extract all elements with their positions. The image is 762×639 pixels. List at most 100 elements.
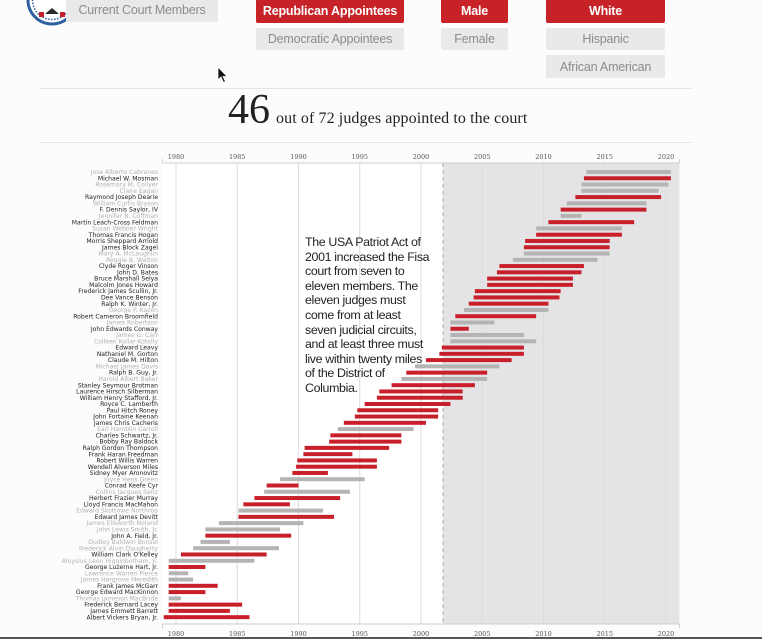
judge-tenure-bar[interactable]	[200, 539, 230, 544]
judge-tenure-bar[interactable]	[243, 502, 290, 507]
judge-tenure-bar[interactable]	[391, 383, 475, 388]
judge-tenure-bar[interactable]	[254, 496, 341, 501]
judge-name-label: George Edward MacKinnon	[76, 589, 158, 596]
judge-tenure-bar[interactable]	[168, 602, 243, 607]
judge-tenure-bar[interactable]	[343, 420, 426, 425]
judge-tenure-bar[interactable]	[238, 514, 335, 519]
judge-tenure-bar[interactable]	[581, 188, 659, 193]
annotation-line: seven judicial circuits,	[305, 322, 417, 337]
judge-tenure-bar[interactable]	[499, 264, 584, 269]
judge-tenure-bar[interactable]	[474, 289, 561, 294]
judge-tenure-bar[interactable]	[581, 182, 669, 187]
judge-tenure-bar[interactable]	[193, 546, 279, 551]
judge-tenure-bar[interactable]	[536, 226, 622, 231]
x-tick-label-bottom: 2000	[413, 630, 430, 638]
judge-tenure-bar[interactable]	[296, 464, 377, 469]
judge-tenure-bar[interactable]	[303, 452, 353, 457]
judge-tenure-bar[interactable]	[297, 458, 377, 463]
judge-name-label: Martin Leach-Cross Feldman	[72, 219, 158, 226]
judge-name-label: William Henry Stafford, Jr.	[80, 395, 158, 402]
judge-tenure-bar[interactable]	[364, 401, 451, 406]
judge-tenure-bar[interactable]	[168, 608, 230, 613]
judge-tenure-bar[interactable]	[330, 433, 402, 438]
annotation-line: of the District of	[305, 366, 385, 381]
judge-tenure-bar[interactable]	[266, 483, 299, 488]
judge-tenure-bar[interactable]	[566, 201, 647, 206]
x-tick-label-bottom: 2005	[474, 630, 491, 638]
judge-tenure-bar[interactable]	[238, 508, 323, 513]
current-court-members-button[interactable]: Current Court Members	[66, 0, 218, 22]
judge-name-label: Albert Vickers Bryan, Jr.	[86, 614, 158, 621]
judge-tenure-bar[interactable]	[205, 527, 281, 532]
judge-tenure-bar[interactable]	[523, 245, 610, 250]
judge-tenure-bar[interactable]	[414, 364, 500, 369]
judge-tenure-bar[interactable]	[523, 251, 610, 256]
judge-tenure-bar[interactable]	[425, 358, 512, 363]
judge-tenure-bar[interactable]	[512, 257, 598, 262]
x-tick-label-bottom: 1980	[168, 630, 185, 638]
judge-tenure-bar[interactable]	[586, 170, 671, 174]
judge-name-label: James Emmett Barrett	[89, 608, 158, 615]
judge-tenure-bar[interactable]	[583, 176, 671, 181]
judge-tenure-bar[interactable]	[439, 351, 524, 356]
judge-tenure-bar[interactable]	[487, 276, 573, 281]
judge-tenure-bar[interactable]	[168, 583, 218, 588]
window-bottom-edge	[0, 637, 762, 639]
judge-tenure-bar[interactable]	[218, 521, 304, 526]
judge-tenure-bar[interactable]	[536, 232, 622, 237]
judge-tenure-bar[interactable]	[168, 596, 181, 601]
african-american-button[interactable]: African American	[546, 55, 665, 78]
judge-tenure-bar[interactable]	[468, 301, 549, 306]
judge-tenure-bar[interactable]	[401, 376, 488, 381]
judge-name-label: Herbert Frazier Murray	[89, 495, 158, 502]
judge-tenure-bar[interactable]	[455, 314, 537, 319]
judge-tenure-bar[interactable]	[292, 470, 328, 475]
white-button[interactable]: White	[546, 0, 665, 23]
judge-tenure-bar[interactable]	[205, 533, 292, 538]
judge-tenure-bar[interactable]	[450, 339, 537, 344]
judge-name-label: Bruce Marshall Selya	[94, 276, 158, 283]
judge-tenure-bar[interactable]	[168, 558, 255, 563]
democratic-appointees-button[interactable]: Democratic Appointees	[256, 28, 404, 50]
judge-tenure-bar[interactable]	[168, 565, 206, 570]
judge-name-label: William Clark O'Kelley	[91, 552, 158, 559]
hispanic-button[interactable]: Hispanic	[546, 28, 665, 50]
judge-tenure-bar[interactable]	[180, 552, 267, 557]
judge-tenure-bar[interactable]	[280, 477, 365, 482]
judge-tenure-bar[interactable]	[487, 282, 573, 287]
judge-tenure-bar[interactable]	[496, 270, 582, 275]
judge-name-label: Frank James McGarr	[97, 583, 158, 590]
judge-tenure-bar[interactable]	[575, 195, 662, 200]
republican-appointees-button[interactable]: Republican Appointees	[256, 0, 404, 23]
judge-tenure-bar[interactable]	[450, 326, 469, 331]
judge-tenure-bar[interactable]	[329, 439, 402, 444]
judge-tenure-bar[interactable]	[560, 213, 582, 218]
judge-name-label: Bobby Ray Baldock	[99, 439, 158, 446]
annotation-line: live within twenty miles	[305, 351, 422, 366]
judge-name-label: Raymond Joseph Dearie	[85, 194, 158, 201]
judge-tenure-bar[interactable]	[337, 427, 414, 432]
judge-tenure-bar[interactable]	[560, 207, 647, 212]
judge-tenure-bar[interactable]	[354, 414, 439, 419]
judge-tenure-bar[interactable]	[357, 408, 439, 413]
judge-tenure-bar[interactable]	[376, 395, 463, 400]
judge-tenure-bar[interactable]	[168, 571, 189, 576]
judge-tenure-bar[interactable]	[168, 577, 194, 582]
judge-tenure-bar[interactable]	[406, 370, 488, 375]
male-button[interactable]: Male	[441, 0, 508, 23]
judge-tenure-bar[interactable]	[163, 615, 250, 620]
judge-tenure-bar[interactable]	[525, 238, 610, 243]
judge-tenure-bar[interactable]	[473, 295, 560, 300]
judge-tenure-bar[interactable]	[441, 345, 524, 350]
judge-tenure-bar[interactable]	[450, 320, 495, 325]
judge-tenure-bar[interactable]	[168, 590, 206, 595]
judge-tenure-bar[interactable]	[450, 333, 524, 338]
female-button[interactable]: Female	[441, 28, 508, 50]
judge-name-label: F. Dennis Saylor, IV	[100, 207, 159, 214]
judge-tenure-bar[interactable]	[304, 445, 390, 450]
judge-tenure-bar[interactable]	[379, 389, 463, 394]
judge-tenure-bar[interactable]	[463, 307, 549, 312]
judge-name-label: Robert Willis Warren	[96, 458, 158, 465]
judge-tenure-bar[interactable]	[264, 489, 350, 494]
judge-tenure-bar[interactable]	[548, 220, 635, 225]
